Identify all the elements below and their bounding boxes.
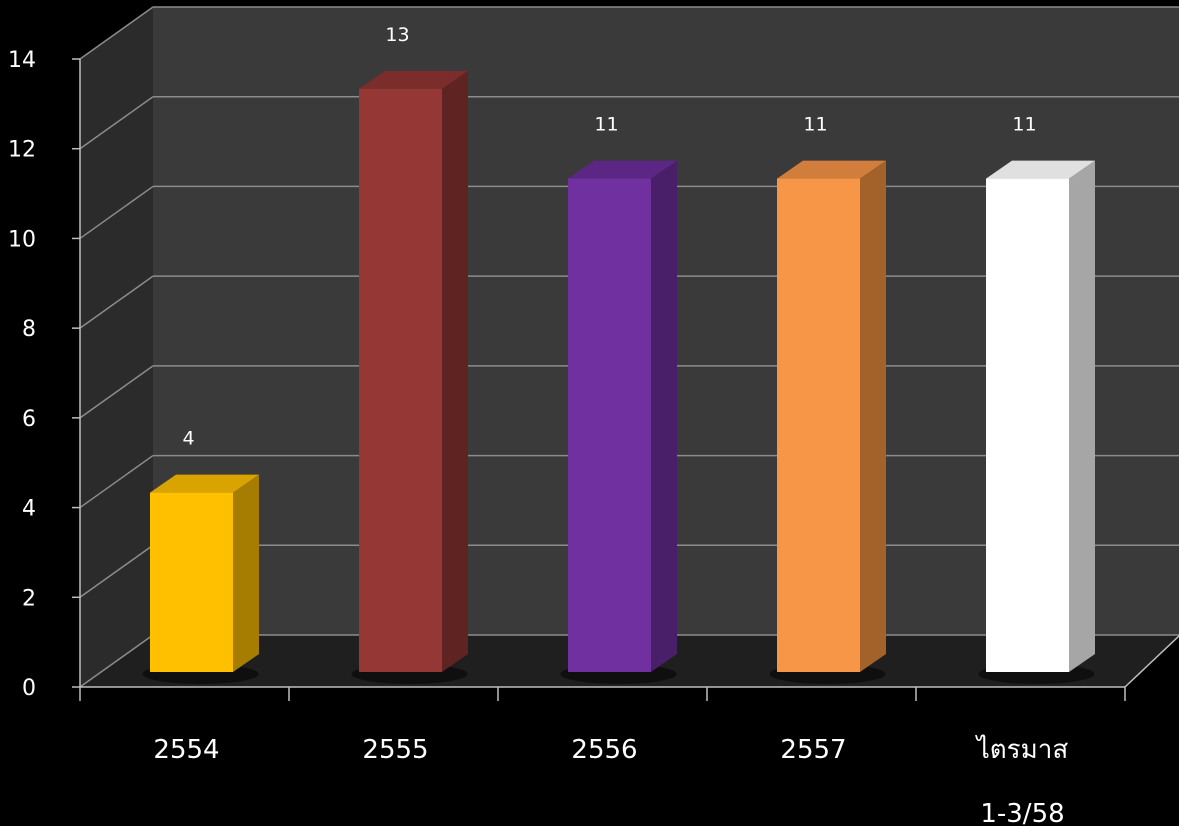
bar bbox=[560, 160, 677, 684]
bar-face bbox=[777, 178, 860, 673]
bar bbox=[978, 160, 1095, 684]
gridline-side bbox=[79, 634, 154, 688]
x-axis-depth-line bbox=[1124, 634, 1179, 688]
bar-face bbox=[986, 178, 1069, 673]
x-category-label: 2554 bbox=[153, 735, 219, 765]
x-category-label: ไตรมาส bbox=[975, 734, 1069, 765]
gridline-side bbox=[79, 365, 154, 419]
bars bbox=[142, 70, 1095, 684]
bar-side bbox=[442, 70, 468, 673]
data-label: 13 bbox=[385, 24, 409, 46]
x-category-label: 1-3/58 bbox=[980, 799, 1064, 826]
gridline-side bbox=[79, 185, 154, 240]
side-wall bbox=[80, 7, 153, 687]
bar-top bbox=[568, 160, 677, 179]
x-category-label: 2556 bbox=[571, 735, 637, 765]
bar-top bbox=[986, 160, 1095, 179]
bar-face bbox=[150, 492, 233, 672]
x-category-label: 2557 bbox=[780, 735, 846, 765]
y-tick-label: 4 bbox=[22, 497, 36, 522]
data-label: 4 bbox=[182, 428, 194, 450]
y-tick-label: 0 bbox=[22, 676, 36, 701]
data-label: 11 bbox=[594, 114, 618, 136]
bar bbox=[351, 70, 468, 684]
gridline-side bbox=[79, 275, 154, 329]
axes bbox=[79, 59, 1179, 701]
gridline-side bbox=[79, 96, 154, 150]
bar-side bbox=[651, 160, 677, 673]
gridline-side bbox=[79, 454, 154, 509]
data-label: 11 bbox=[1012, 114, 1036, 136]
y-tick-label: 10 bbox=[8, 227, 36, 252]
bar bbox=[142, 474, 259, 684]
bar-face bbox=[568, 178, 651, 673]
y-tick-label: 8 bbox=[22, 317, 36, 342]
bar bbox=[769, 160, 886, 684]
y-tick-label: 2 bbox=[22, 586, 36, 611]
x-category-label: 2555 bbox=[362, 735, 428, 765]
bar-top bbox=[359, 70, 468, 89]
labels: 0 2 4 6 8 10 12 14 4 2554 13 2555 11 2556 11 2557 11 ไตรม… bbox=[8, 24, 1068, 826]
y-tick-label: 14 bbox=[8, 48, 36, 73]
y-tick-label: 12 bbox=[8, 138, 36, 163]
y-tick-label: 6 bbox=[22, 407, 36, 432]
bar-side bbox=[860, 160, 886, 673]
bar-side bbox=[233, 474, 259, 672]
bar-face bbox=[359, 88, 442, 673]
bar-top bbox=[777, 160, 886, 179]
gridline-side bbox=[79, 544, 154, 598]
bar-top bbox=[150, 474, 259, 493]
gridline-side bbox=[79, 6, 154, 60]
data-label: 11 bbox=[803, 114, 827, 136]
bar-side bbox=[1069, 160, 1095, 673]
